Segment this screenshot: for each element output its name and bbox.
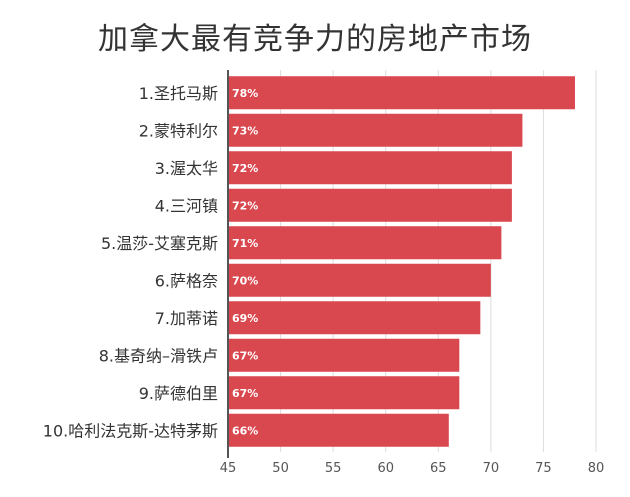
data-label: 72%: [232, 162, 258, 175]
bar-7: [228, 301, 481, 335]
bar-3: [228, 151, 512, 185]
bar-10: [228, 413, 449, 447]
category-label: 6.萨格奈: [155, 271, 218, 290]
chart-title: 加拿大最有竞争力的房地产市场: [98, 22, 532, 57]
bar-6: [228, 263, 491, 297]
x-axis-ticks: 45 50 55 60 65 70 75 80: [220, 461, 605, 476]
bars: 78% 73% 72% 72% 71% 70% 69% 67% 67% 66%: [228, 76, 575, 447]
data-label: 78%: [232, 87, 258, 100]
category-label: 9.萨德伯里: [139, 384, 218, 403]
x-tick-label: 50: [272, 461, 289, 476]
category-label: 4.三河镇: [155, 196, 218, 215]
x-tick-label: 75: [535, 461, 552, 476]
x-tick-label: 55: [325, 461, 342, 476]
data-label: 69%: [232, 312, 258, 325]
category-label: 7.加蒂诺: [155, 309, 218, 328]
x-tick-label: 80: [588, 461, 605, 476]
data-label: 70%: [232, 274, 258, 287]
bar-9: [228, 376, 460, 410]
bar-2: [228, 113, 523, 147]
x-tick-label: 65: [430, 461, 447, 476]
data-label: 71%: [232, 237, 258, 250]
bar-8: [228, 338, 460, 372]
category-label: 5.温莎-艾塞克斯: [101, 234, 218, 253]
data-label: 66%: [232, 424, 258, 437]
x-tick-label: 70: [483, 461, 500, 476]
category-label: 2.蒙特利尔: [139, 121, 218, 140]
data-label: 72%: [232, 199, 258, 212]
data-label: 73%: [232, 124, 258, 137]
category-label: 8.基奇纳–滑铁卢: [99, 346, 218, 365]
data-label: 67%: [232, 349, 258, 362]
x-tick-label: 60: [377, 461, 394, 476]
data-label: 67%: [232, 387, 258, 400]
category-labels: 1.圣托马斯 2.蒙特利尔 3.渥太华 4.三河镇 5.温莎-艾塞克斯 6.萨格奈 7.加蒂…: [43, 84, 218, 441]
category-label: 3.渥太华: [155, 159, 218, 178]
x-tick-label: 45: [220, 461, 237, 476]
category-label: 10.哈利法克斯-达特茅斯: [43, 421, 218, 440]
bar-4: [228, 188, 512, 222]
bar-5: [228, 226, 502, 260]
category-label: 1.圣托马斯: [139, 84, 218, 103]
bar-1: [228, 76, 575, 110]
